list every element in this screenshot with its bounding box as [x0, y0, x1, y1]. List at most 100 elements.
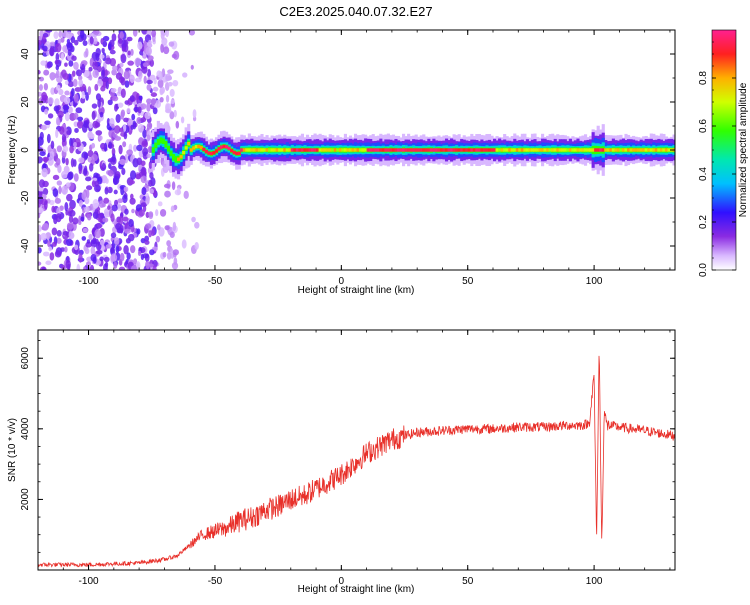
spectrogram-peak-cell — [414, 148, 418, 152]
spectrogram-peak-cell — [407, 148, 411, 152]
spectrogram-noise-cell — [152, 265, 157, 270]
spectrogram-peak-cell — [599, 148, 603, 152]
spectrogram-noise-cell — [156, 224, 161, 231]
spectrogram-noise-cell — [69, 145, 74, 154]
spectrogram-peak-cell — [273, 148, 277, 152]
spectrogram-noise-cell — [42, 163, 47, 169]
spectrogram-noise-cell — [107, 99, 113, 106]
spectrogram-peak-cell — [619, 148, 623, 152]
spectrogram-noise-cell — [118, 163, 124, 170]
spectrogram-noise-cell — [49, 47, 55, 57]
spectrogram-peak-cell — [551, 148, 555, 152]
spectrogram-noise-cell — [151, 98, 156, 106]
spectrogram-noise-cell — [72, 78, 78, 88]
spectrogram-noise-cell — [99, 256, 104, 262]
spectrogram-noise-cell — [172, 221, 177, 232]
spectrogram-peak-cell — [462, 148, 466, 152]
spectrogram-noise-cell — [151, 30, 157, 38]
figure-title: C2E3.2025.040.07.32.E27 — [279, 4, 432, 19]
spectrogram-noise-cell — [46, 133, 51, 144]
spectrogram-noise-cell — [92, 120, 99, 129]
spectrogram-noise-cell — [163, 46, 170, 55]
spectrogram-peak-cell — [442, 148, 446, 152]
spectrogram-peak-cell — [621, 148, 626, 152]
spectrogram-noise-cell — [38, 156, 43, 164]
spectrogram-noise-cell — [80, 97, 86, 104]
snr-x-tick-label: 100 — [586, 576, 603, 587]
spectrogram-peak-cell — [303, 148, 307, 152]
spectrogram-band-cell — [151, 147, 155, 153]
spectrogram-noise-cell — [176, 187, 181, 196]
spectrogram-noise-cell — [52, 188, 59, 197]
spectrogram-peak-cell — [300, 148, 305, 152]
spectrogram-peak-cell — [361, 148, 365, 152]
spectrogram-noise-cell — [41, 266, 46, 270]
spectrogram-noise-cell — [80, 30, 85, 39]
spectrogram-peak-cell — [652, 148, 656, 152]
snr-x-tick-label: 0 — [339, 576, 345, 587]
snr-x-tick-label: 50 — [462, 576, 474, 587]
spectrogram-noise-cell — [55, 158, 61, 166]
spectrogram-noise-cell — [120, 186, 125, 196]
spectrogram-peak-cell — [328, 148, 332, 152]
spectrogram-noise-cell — [161, 37, 168, 46]
spectrogram-noise-cell — [101, 162, 106, 170]
spectrogram-noise-cell — [61, 133, 67, 143]
spectrogram-peak-cell — [584, 148, 588, 152]
spectrogram-peak-cell — [427, 148, 431, 152]
spectrogram-peak-cell — [366, 148, 370, 152]
spectrogram-peak-cell — [225, 145, 229, 149]
spectrogram-noise-cell — [56, 84, 61, 91]
spectrogram-noise-cell — [115, 113, 121, 123]
spectrogram-peak-cell — [485, 148, 489, 152]
spectrogram-noise-cell — [166, 251, 172, 260]
spectrogram-peak-cell — [664, 148, 669, 152]
spectrogram-noise-cell — [124, 228, 131, 234]
spectrogram-noise-cell — [99, 239, 105, 246]
spectrogram-peak-cell — [333, 148, 337, 152]
spectrogram-noise-cell — [140, 237, 146, 244]
spectrogram-noise-cell — [107, 205, 111, 210]
spectrogram-peak-cell — [177, 157, 181, 161]
spectrogram-noise-cell — [118, 127, 124, 133]
spectrogram-noise-cell — [54, 250, 62, 258]
spectrogram-y-tick-label: 40 — [20, 48, 31, 60]
spectrogram-noise-cell — [81, 90, 85, 100]
spectrogram-x-ticks: -100 -50 0 50 100 — [37, 30, 671, 287]
spectrogram-peak-cell — [209, 151, 214, 156]
spectrogram-noise-cell — [136, 228, 141, 235]
spectrogram-peak-cell — [487, 148, 492, 152]
spectrogram-peak-cell — [480, 148, 484, 152]
spectrogram-noise-cell — [54, 59, 59, 65]
spectrogram-noise-cell — [100, 142, 106, 150]
spectrogram-noise-cell — [94, 180, 100, 187]
spectrogram-y-tick-label: -20 — [20, 190, 31, 205]
spectrogram-noise-cell — [73, 173, 79, 182]
spectrogram-noise-cell — [107, 77, 113, 85]
spectrogram-noise-cell — [170, 99, 175, 105]
spectrogram-noise-cell — [162, 251, 167, 258]
spectrogram-noise-cell — [173, 257, 178, 266]
spectrogram-noise-cell — [67, 49, 72, 57]
spectrogram-peak-cell — [538, 148, 542, 152]
spectrogram-noise-cell — [132, 30, 138, 37]
spectrogram-noise-cell — [148, 39, 152, 45]
spectrogram-noise-cell — [73, 121, 78, 127]
spectrogram-peak-cell — [207, 151, 211, 155]
spectrogram-noise-cell — [53, 31, 59, 39]
spectrogram-noise-cell — [122, 216, 129, 222]
spectrogram-peak-cell — [528, 148, 532, 152]
spectrogram-noise-cell — [82, 266, 87, 270]
spectrogram-noise-cell — [188, 30, 196, 36]
spectrogram-peak-cell — [240, 148, 244, 152]
spectrogram-peak-cell — [629, 148, 633, 152]
spectrogram-peak-cell — [298, 148, 302, 152]
spectrogram-peak-cell — [434, 148, 438, 152]
spectrogram-noise-cell — [164, 225, 170, 231]
snr-y-tick-label: 4000 — [20, 417, 31, 440]
spectrogram-noise-cell — [97, 212, 104, 220]
spectrogram-noise-cell — [140, 175, 147, 184]
spectrogram-noise-cell — [121, 47, 126, 52]
spectrogram-peak-cell — [523, 148, 527, 152]
spectrogram-band-cell — [161, 138, 165, 144]
